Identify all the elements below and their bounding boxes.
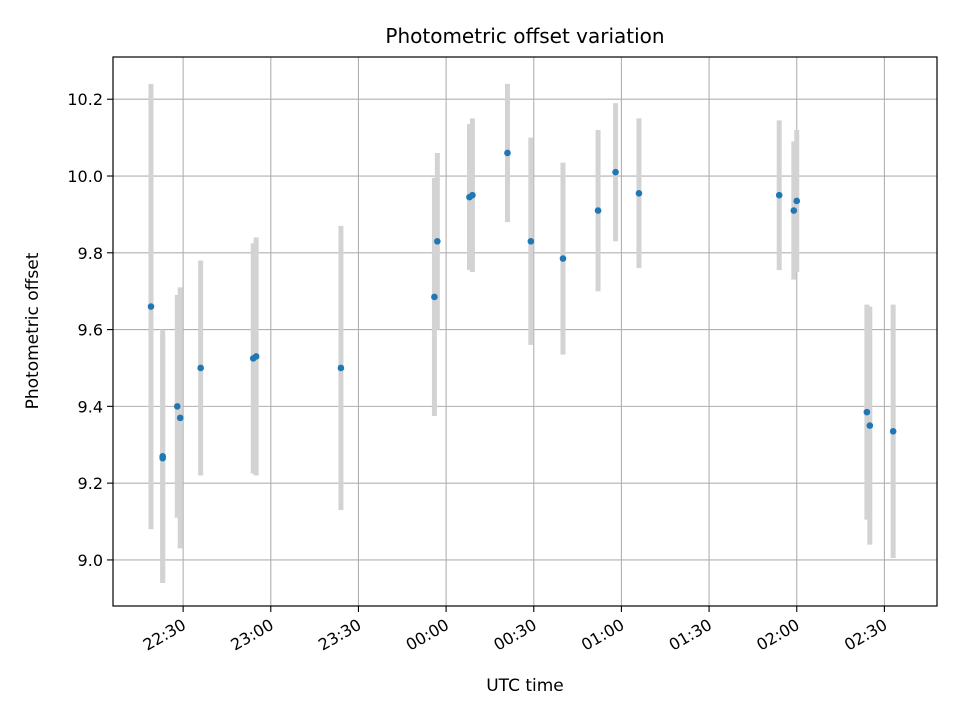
data-point [173,403,181,410]
data-point [337,364,345,372]
data-point [147,303,155,310]
y-tick-label: 9.2 [78,474,103,493]
data-point [594,207,602,214]
data-point [504,149,511,157]
data-point [431,293,438,301]
y-axis: 9.0 9.2 9.4 9.6 9.8 10.0 10.2 [67,90,113,570]
data-point [793,197,801,205]
data-points [147,149,897,462]
y-tick-label: 9.4 [78,397,103,416]
data-point [527,237,535,245]
y-tick-label: 10.0 [67,167,103,186]
data-point [469,191,476,199]
plot-frame [112,56,938,607]
data-point [176,414,184,422]
grid [113,57,937,606]
data-point [197,364,204,372]
data-point [889,428,897,435]
data-point [612,168,619,176]
y-tick-label: 9.8 [78,244,103,263]
data-point [252,353,260,360]
y-tick-label: 9.6 [78,321,103,340]
y-axis-title: Photometric offset [23,252,43,409]
data-point [434,237,441,245]
data-point [635,189,643,197]
y-tick-label: 10.2 [67,90,103,109]
data-point [159,454,166,462]
data-point [559,255,567,262]
chart-title: Photometric offset variation [385,24,664,48]
plot-area [113,57,937,606]
data-point [775,191,783,199]
y-tick-label: 9.0 [78,551,103,570]
data-point [863,408,871,416]
x-axis-title: UTC time [486,676,564,696]
data-point [866,422,874,429]
data-point [790,207,798,214]
